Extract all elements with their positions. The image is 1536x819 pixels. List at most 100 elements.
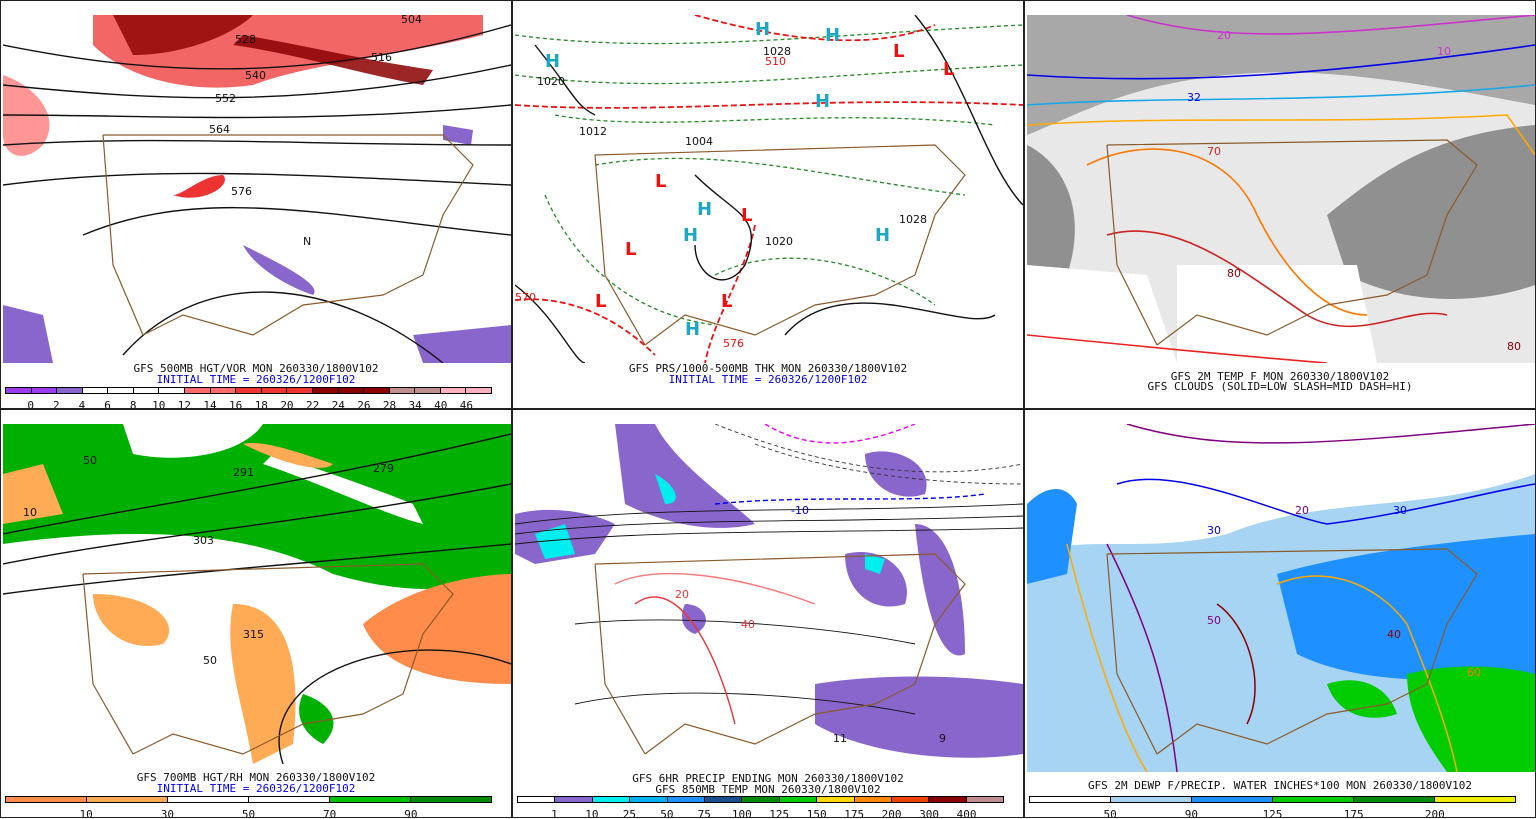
dewpoint-label: 40 <box>1387 628 1401 641</box>
isobar-label: 1020 <box>765 235 793 248</box>
low-pressure-marker: L <box>741 205 752 226</box>
caption-title: GFS 2M TEMP F MON 260330/1800V102 <box>1170 370 1390 383</box>
colorbar-segment <box>133 388 160 393</box>
rh-label: 50 <box>83 454 97 467</box>
colorbar-segment <box>287 388 313 393</box>
colorbar-labels: 50 90 125 175 200 <box>1029 808 1516 818</box>
colorbar-segment <box>159 388 186 393</box>
colorbar-tick-label: 200 <box>1424 808 1445 818</box>
thickness-label: 510 <box>765 55 786 68</box>
colorbar-tick-label: 300 <box>919 808 939 818</box>
colorbar-segment <box>236 388 262 393</box>
high-pressure-marker: H <box>755 19 770 40</box>
colorbar-segment <box>742 797 780 802</box>
map-6hr-precip: -10 20 40 11 9 <box>515 424 1023 758</box>
colorbar-tick-label: 46 <box>459 399 473 409</box>
colorbar-tick-label: 10 <box>79 808 93 818</box>
precip-max-label: 11 <box>833 732 847 745</box>
colorbar-segment <box>667 797 705 802</box>
height-label: 315 <box>243 628 264 641</box>
colorbar-segment <box>415 388 441 393</box>
isotherm-label: 80 <box>1227 267 1241 280</box>
isobar-label: 1028 <box>763 45 791 58</box>
colorbar-tick-label: 34 <box>408 399 422 409</box>
panel-6hr-precip-850mb-temp: -10 20 40 11 9 GFS 6HR PRECIP ENDING MON… <box>512 409 1024 818</box>
contour-label: 528 <box>235 33 256 46</box>
caption-clouds-legend: GFS CLOUDS (SOLID=LOW SLASH=MID DASH=HI) <box>1147 380 1413 393</box>
colorbar-segment <box>854 797 892 802</box>
colorbar-segment <box>891 797 930 802</box>
height-label: 303 <box>193 534 214 547</box>
isotherm-label: 10 <box>1437 45 1451 58</box>
colorbar-tick-label: 50 <box>241 808 256 818</box>
map-700mb-rh: 50 50 303 291 279 315 10 <box>3 424 511 765</box>
map-pressure-thickness: H H H H H H H H L L L L L L L 1020 1020 … <box>515 15 1023 363</box>
colorbar-tick-label: 16 <box>229 399 243 409</box>
caption-title: GFS 500MB HGT/VOR MON 260330/1800V102 <box>133 362 379 375</box>
colorbar-segment <box>929 797 967 802</box>
panel-700mb-height-rh: 50 50 303 291 279 315 10 GFS 700MB HGT/R… <box>0 409 512 818</box>
contour-label: 564 <box>209 123 230 136</box>
colorbar-segment <box>6 388 32 393</box>
colorbar-segment <box>1354 797 1435 802</box>
colorbar-segment <box>108 388 134 393</box>
colorbar-segment <box>168 797 249 802</box>
isotherm-label: 80 <box>1507 340 1521 353</box>
panel-2m-dewpoint-precip-water: 20 30 30 40 50 60 GFS 2M DEWP F/PRECIP. … <box>1024 409 1536 818</box>
colorbar-segment <box>1273 797 1354 802</box>
dewpoint-label: 60 <box>1467 666 1481 679</box>
low-pressure-marker: L <box>893 41 904 62</box>
colorbar-tick-label: 28 <box>382 399 397 409</box>
thickness-label: 576 <box>723 337 744 350</box>
isotherm-label: 32 <box>1187 91 1201 104</box>
panel-2m-temp-clouds: 20 10 32 70 80 80 GFS 2M TEMP F MON 2603… <box>1024 0 1536 409</box>
caption-initial-time: INITIAL TIME = 260326/1200F102 <box>156 373 356 386</box>
colorbar <box>5 796 492 803</box>
isotherm-label: 40 <box>741 618 755 631</box>
colorbar-tick-label: 1 <box>551 808 558 818</box>
high-pressure-marker: H <box>815 91 830 112</box>
colorbar-segment <box>592 797 631 802</box>
colorbar-segment <box>31 388 58 393</box>
colorbar-segment <box>249 797 330 802</box>
high-pressure-marker: H <box>685 319 700 340</box>
colorbar-tick-label: 90 <box>1184 808 1198 818</box>
caption-title: GFS 2M DEWP F/PRECIP. WATER INCHES*100 M… <box>1087 779 1473 792</box>
isobar-label: 1004 <box>685 135 713 148</box>
low-pressure-marker: L <box>721 291 732 312</box>
contour-label: 504 <box>401 15 422 26</box>
colorbar-segment <box>630 797 668 802</box>
contour-label: 552 <box>215 92 236 105</box>
dewpoint-label: 50 <box>1207 614 1221 627</box>
colorbar-tick-label: 70 <box>323 808 337 818</box>
contour-label: 540 <box>245 69 266 82</box>
colorbar-segment <box>210 388 237 393</box>
colorbar-tick-label: 4 <box>78 399 86 409</box>
low-pressure-marker: L <box>655 171 666 192</box>
contour-label: 516 <box>371 51 392 64</box>
colorbar-tick-label: 24 <box>331 399 345 409</box>
colorbar-segment <box>411 797 491 802</box>
colorbar-segment <box>389 388 416 393</box>
isotherm-label: -10 <box>791 504 809 517</box>
colorbar-segment <box>1192 797 1273 802</box>
colorbar <box>1029 796 1516 803</box>
colorbar-tick-label: 18 <box>254 399 268 409</box>
colorbar-segment <box>338 388 365 393</box>
colorbar-tick-label: 200 <box>881 808 902 818</box>
colorbar-segment <box>185 388 211 393</box>
isobar-label: 1012 <box>579 125 607 138</box>
low-pressure-marker: L <box>595 291 606 312</box>
isotherm-label: 20 <box>675 588 689 601</box>
colorbar-segment <box>87 797 168 802</box>
colorbar-segment <box>779 797 818 802</box>
colorbar-tick-label: 12 <box>177 399 192 409</box>
colorbar-tick-label: 2 <box>52 399 60 409</box>
low-pressure-marker: L <box>943 59 954 80</box>
map-500mb-vorticity: 504 516 528 540 552 564 576 N <box>3 15 511 363</box>
high-pressure-marker: H <box>825 25 840 46</box>
colorbar-tick-label: 40 <box>434 399 448 409</box>
colorbar-segment <box>312 388 339 393</box>
colorbar-segment <box>555 797 593 802</box>
colorbar-segment <box>1435 797 1515 802</box>
